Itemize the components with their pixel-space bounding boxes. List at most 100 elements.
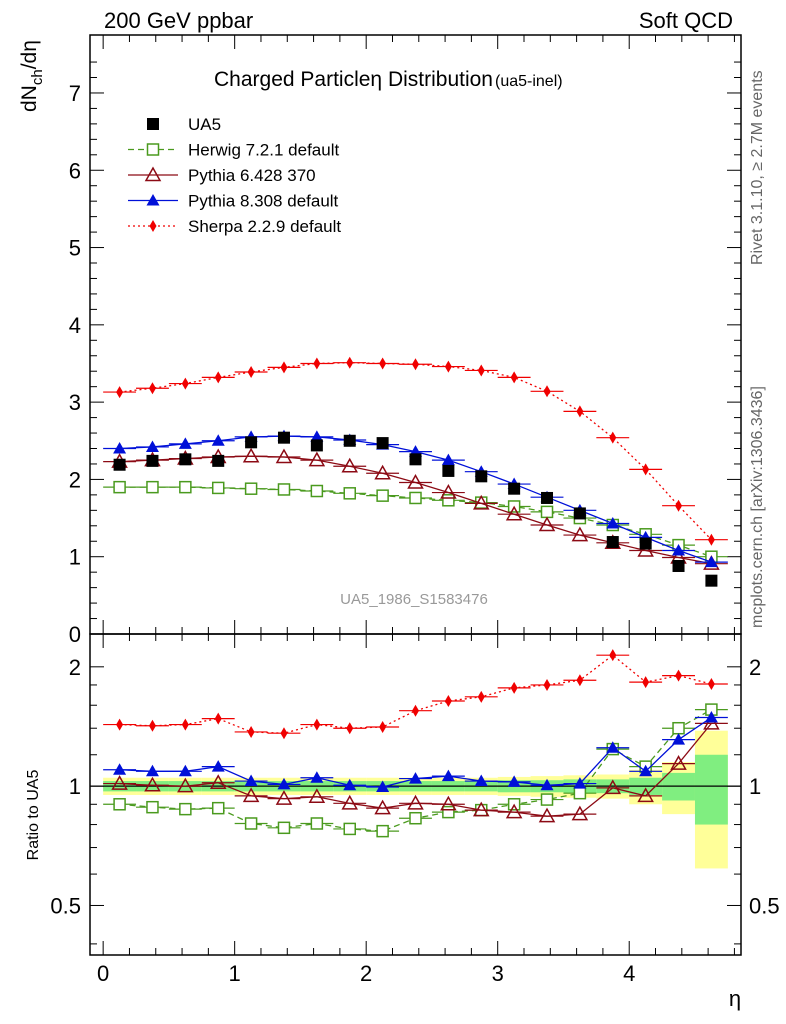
main-title-eta: η xyxy=(370,68,382,91)
ratio-point-sherpa xyxy=(313,718,321,731)
main-point-pythia6 xyxy=(275,448,293,464)
main-point-data xyxy=(508,482,521,495)
main-title: Charged Particleη Distribution (ua5-inel) xyxy=(214,68,563,91)
ratio-point-pythia6 xyxy=(177,777,194,793)
ratio-y-tick-label-right: 0.5 xyxy=(749,893,780,918)
ratio-point-sherpa xyxy=(379,720,387,733)
ratio-point-pythia6 xyxy=(275,790,293,805)
main-ylabel-suffix: /dη xyxy=(18,40,41,69)
main-point-data xyxy=(409,453,422,466)
main-ylabel-text: dN xyxy=(18,85,41,112)
ratio-point-sherpa xyxy=(675,669,683,682)
ratio-point-pythia8 xyxy=(474,774,488,787)
main-point-data xyxy=(606,536,619,549)
legend-marker-pythia6 xyxy=(144,166,162,182)
ratio-line-sherpa xyxy=(119,654,712,734)
main-y-tick-label: 7 xyxy=(69,81,81,106)
x-tick-label: 4 xyxy=(623,961,635,986)
main-series-data xyxy=(113,431,718,587)
ratio-point-herwig xyxy=(113,798,126,811)
series-layer xyxy=(103,356,728,838)
ratio-point-pythia6 xyxy=(407,794,424,810)
main-series-sherpa xyxy=(103,356,728,546)
ratio-point-herwig xyxy=(179,802,192,816)
main-point-pythia6 xyxy=(505,505,523,521)
ratio-point-herwig xyxy=(409,811,422,825)
ratio-point-sherpa xyxy=(214,712,222,725)
main-point-pythia8 xyxy=(704,555,718,568)
x-tick-label: 0 xyxy=(97,961,109,986)
ratio-point-sherpa xyxy=(181,718,189,731)
main-point-sherpa xyxy=(148,382,156,395)
main-point-pythia8 xyxy=(145,440,159,452)
ratio-y-tick-label: 1 xyxy=(69,774,81,799)
ratio-point-herwig xyxy=(573,786,587,800)
main-y-tick-label: 1 xyxy=(69,545,81,570)
main-point-data xyxy=(113,458,126,471)
ratio-point-sherpa xyxy=(543,678,551,691)
main-ylabel: dNch/dη xyxy=(18,40,46,112)
ratio-point-sherpa xyxy=(346,722,354,735)
header-left-label: 200 GeV ppbar xyxy=(104,8,253,33)
ratio-point-herwig xyxy=(376,824,389,838)
ratio-point-pythia8 xyxy=(376,780,390,793)
ratio-point-sherpa xyxy=(642,676,650,689)
main-point-data xyxy=(343,434,356,447)
ratio-band-inner xyxy=(694,754,728,825)
ratio-point-sherpa xyxy=(609,649,617,662)
main-point-sherpa xyxy=(510,371,518,384)
main-point-herwig xyxy=(310,484,324,498)
main-point-sherpa xyxy=(675,499,683,512)
main-series-pythia6 xyxy=(103,447,728,570)
ratio-line-pythia6 xyxy=(119,722,712,817)
main-point-sherpa xyxy=(247,365,255,378)
ratio-point-herwig xyxy=(277,821,291,835)
ratio-point-pythia8 xyxy=(343,778,357,791)
legend-marker-herwig xyxy=(146,143,160,156)
main-point-pythia8 xyxy=(113,442,127,454)
ratio-point-pythia8 xyxy=(540,778,554,791)
ratio-point-pythia8 xyxy=(441,769,455,782)
x-axis-label: η xyxy=(729,986,741,1011)
main-point-data xyxy=(705,574,718,587)
ratio-point-sherpa xyxy=(247,725,255,738)
ratio-point-pythia6 xyxy=(505,803,523,819)
ratio-y-tick-label-right: 2 xyxy=(749,655,761,680)
ratio-point-sherpa xyxy=(510,681,518,694)
ratio-point-sherpa xyxy=(576,674,584,687)
ratio-point-pythia8 xyxy=(409,772,422,784)
ratio-point-pythia6 xyxy=(637,787,654,803)
ratio-point-herwig xyxy=(343,822,356,836)
main-y-tick-label: 6 xyxy=(69,158,81,183)
main-title-text: Charged Particle xyxy=(214,68,370,91)
ratio-point-pythia6 xyxy=(604,779,622,795)
ratio-point-sherpa xyxy=(148,719,156,732)
ratio-y-tick-label: 2 xyxy=(69,655,81,680)
ratio-y-tick-label-right: 1 xyxy=(749,774,761,799)
legend-label: Herwig 7.2.1 default xyxy=(188,141,339,160)
legend-item-sherpa: Sherpa 2.2.9 default xyxy=(128,217,341,236)
main-point-data xyxy=(179,453,192,466)
ratio-point-sherpa xyxy=(280,727,288,740)
main-point-pythia8 xyxy=(672,544,686,556)
main-point-pythia8 xyxy=(211,434,225,446)
main-point-herwig xyxy=(540,505,554,519)
x-tick-label: 1 xyxy=(229,961,241,986)
main-y-tick-label: 2 xyxy=(69,467,81,492)
ratio-point-pythia6 xyxy=(341,794,359,810)
main-point-pythia6 xyxy=(571,526,589,542)
ratio-point-pythia6 xyxy=(242,787,260,803)
ratio-point-pythia8 xyxy=(606,741,620,753)
main-point-data xyxy=(310,439,323,452)
ratio-point-pythia8 xyxy=(310,771,324,783)
main-point-herwig xyxy=(409,491,422,505)
main-point-data xyxy=(376,437,389,450)
ratio-point-pythia6 xyxy=(472,801,490,817)
legend-item-herwig: Herwig 7.2.1 default xyxy=(128,141,339,160)
ratio-point-pythia8 xyxy=(113,763,127,775)
x-tick-label: 2 xyxy=(360,961,372,986)
legend-item-data: UA5 xyxy=(147,115,221,134)
main-point-sherpa xyxy=(412,358,419,371)
ratio-point-pythia8 xyxy=(145,764,159,777)
ratio-point-pythia8 xyxy=(277,777,291,790)
